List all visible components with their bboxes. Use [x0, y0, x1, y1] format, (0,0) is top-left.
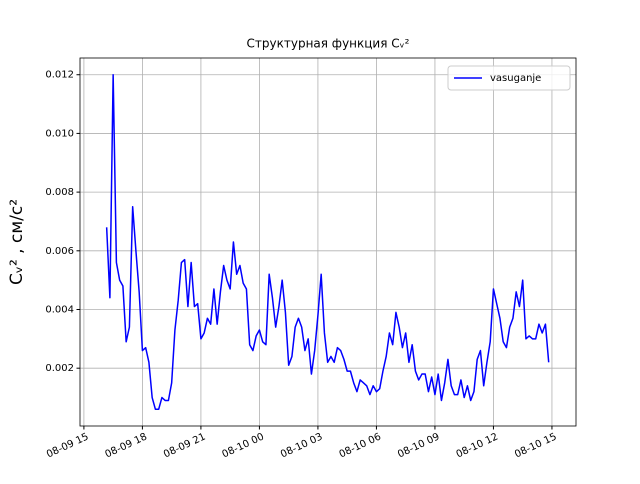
- y-axis-label: Cᵥ² , см/с²: [7, 199, 27, 285]
- legend-label: vasuganje: [490, 73, 541, 84]
- y-tick-label: 0.012: [45, 70, 74, 81]
- chart-title: Структурная функция Cᵥ²: [247, 37, 410, 51]
- y-tick-label: 0.004: [45, 304, 74, 315]
- data-line: [105, 73, 550, 411]
- legend-box: [447, 65, 571, 91]
- y-tick-label: 0.010: [45, 128, 74, 139]
- y-tick-label: 0.002: [45, 363, 74, 374]
- axes-frame: [79, 57, 577, 427]
- y-tick-label: 0.008: [45, 187, 74, 198]
- y-tick-label: 0.006: [45, 246, 74, 257]
